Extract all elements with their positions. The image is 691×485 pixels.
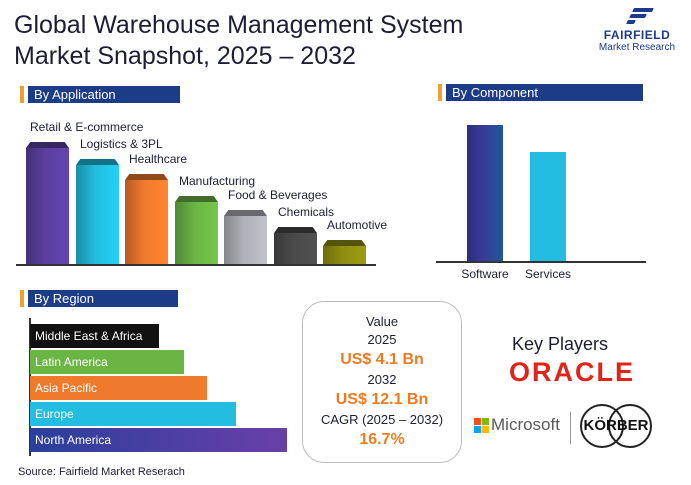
application-axis (16, 264, 376, 266)
region-axis (29, 318, 31, 456)
logo-name: FAIRFIELD (603, 28, 671, 42)
component-label-1: Services (524, 267, 571, 281)
region-heading-label: By Region (28, 290, 178, 307)
microsoft-windows-icon (474, 418, 489, 433)
key-players-heading: Key Players (512, 334, 609, 354)
application-label-2: Healthcare (129, 152, 188, 166)
region-bar-3: Europe (30, 402, 236, 426)
component-label-0: Software (461, 267, 509, 281)
cagr-value: 16.7% (359, 431, 405, 448)
application-label-0: Retail & E-commerce (30, 120, 144, 134)
region-chart: Middle East & Africa Latin America Asia Pa… (0, 318, 300, 460)
application-bar-6 (323, 240, 366, 264)
korber-circle-right-icon (608, 404, 652, 448)
value-2025: US$ 4.1 Bn (340, 351, 424, 368)
value-2032: US$ 12.1 Bn (335, 391, 429, 408)
fairfield-stripes-icon (626, 8, 654, 26)
region-bar-4: North America (30, 428, 287, 452)
application-bar-5 (274, 227, 317, 264)
application-heading: By Application (20, 86, 180, 103)
region-bar-2: Asia Pacific (30, 376, 207, 400)
component-axis (436, 261, 646, 263)
value-label: Value (365, 314, 399, 329)
korber-wordmark: KÖRBER (583, 417, 649, 434)
application-label-6: Automotive (327, 218, 388, 232)
application-bar-4 (224, 210, 267, 264)
logo-subtitle: Market Research (598, 42, 676, 53)
application-heading-label: By Application (28, 86, 180, 103)
application-label-3: Manufacturing (179, 174, 256, 188)
fairfield-logo: FAIRFIELD Market Research (591, 8, 683, 64)
component-chart: Software Services (436, 112, 646, 287)
region-bar-1: Latin America (30, 350, 184, 374)
title-line-2: Market Snapshot, 2025 – 2032 (14, 42, 356, 70)
application-bar-1 (76, 159, 119, 264)
component-bar-0 (467, 125, 503, 261)
korber-logo: KÖRBER (578, 400, 656, 456)
cagr-label: CAGR (2025 – 2032) (320, 412, 444, 427)
component-bar-1 (530, 152, 566, 261)
value-year-2025: 2025 (367, 332, 397, 347)
page-title: Global Warehouse Management System Marke… (14, 10, 463, 72)
value-year-2032: 2032 (367, 372, 397, 387)
application-label-5: Chemicals (278, 205, 335, 219)
source-note: Source: Fairfield Market Reserach (18, 466, 185, 478)
application-bar-0 (26, 142, 69, 264)
component-heading: By Component (438, 84, 643, 101)
application-bar-2 (125, 174, 168, 264)
application-bar-3 (175, 196, 218, 264)
component-heading-label: By Component (446, 84, 643, 101)
logo-divider (570, 412, 571, 444)
oracle-logo: ORACLE (509, 357, 635, 387)
title-line-1: Global Warehouse Management System (14, 11, 464, 39)
application-label-1: Logistics & 3PL (80, 137, 163, 151)
market-value-box: Value 2025 US$ 4.1 Bn 2032 US$ 12.1 Bn C… (302, 301, 462, 463)
region-bar-0: Middle East & Africa (30, 324, 159, 348)
microsoft-logo: Microsoft (474, 415, 560, 435)
application-chart: Retail & E-commerce Logistics & 3PL Health… (16, 118, 416, 268)
region-heading: By Region (20, 290, 178, 307)
microsoft-wordmark: Microsoft (491, 415, 560, 434)
application-label-4: Food & Beverages (228, 188, 328, 202)
